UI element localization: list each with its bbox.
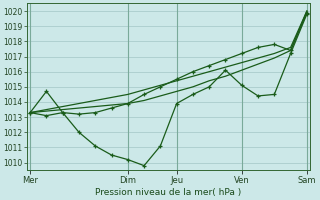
X-axis label: Pression niveau de la mer( hPa ): Pression niveau de la mer( hPa ) <box>95 188 242 197</box>
